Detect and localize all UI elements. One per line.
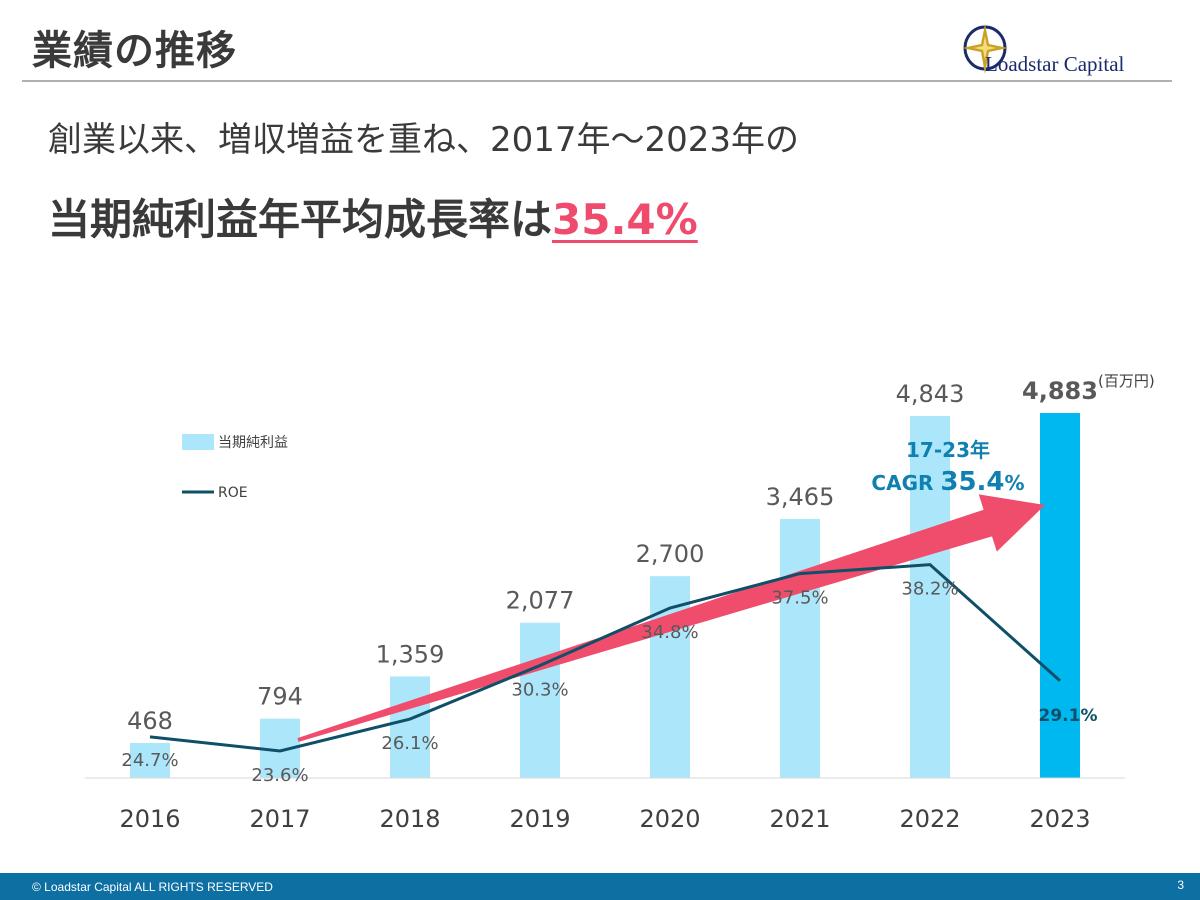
bar-value-label-2018: 1,359 [376, 640, 445, 668]
copyright-text: © Loadstar Capital ALL RIGHTS RESERVED [32, 880, 273, 894]
roe-label-2021: 37.5% [771, 588, 828, 609]
x-tick-label-2021: 2021 [769, 805, 830, 833]
x-tick-label-2023: 2023 [1029, 805, 1090, 833]
bar-2016 [130, 743, 170, 778]
x-tick-label-2017: 2017 [249, 805, 310, 833]
cagr-value: 35.4 [940, 467, 1004, 497]
roe-label-2019: 30.3% [511, 679, 568, 700]
x-tick-label-2019: 2019 [509, 805, 570, 833]
logo-star-icon [962, 24, 1008, 74]
bar-value-label-2019: 2,077 [506, 587, 575, 615]
legend-swatch-profit [182, 434, 214, 450]
roe-line [149, 563, 1061, 753]
cagr-suffix: % [1005, 471, 1025, 495]
roe-label-2022: 38.2% [901, 579, 958, 600]
roe-label-2017: 23.6% [251, 765, 308, 786]
roe-label-2023: 29.1% [1039, 706, 1098, 726]
x-tick-label-2020: 2020 [639, 805, 700, 833]
subtitle-line2-prefix: 当期純利益年平均成長率は [48, 195, 553, 244]
bar-2018 [390, 676, 430, 778]
cagr-label-line2: CAGR 35.4% [871, 467, 1024, 497]
subtitle-line1: 創業以来、増収増益を重ね、2017年～2023年の [48, 120, 800, 160]
x-tick-label-2016: 2016 [119, 805, 180, 833]
x-tick-label-2022: 2022 [899, 805, 960, 833]
unit-label: (百万円) [1098, 372, 1155, 390]
cagr-highlight: 35.4% [552, 195, 698, 244]
bar-value-label-2016: 468 [127, 707, 173, 735]
roe-label-2018: 26.1% [381, 733, 438, 754]
legend-label-profit: 当期純利益 [218, 435, 288, 451]
bar-2020 [650, 576, 690, 778]
bar-value-label-2023: 4,883 [1022, 377, 1098, 405]
page-number: 3 [1177, 878, 1184, 892]
bar-value-label-2021: 3,465 [766, 483, 835, 511]
roe-label-2016: 24.7% [121, 750, 178, 771]
profit-roe-chart: 468 2016 794 2017 1,359 2018 2,077 2019 2,700 202… [85, 372, 1155, 833]
bar-value-label-2022: 4,843 [896, 380, 965, 408]
footer: © Loadstar Capital ALL RIGHTS RESERVED 3 [0, 873, 1200, 900]
bar-2023 [1040, 413, 1080, 778]
cagr-arrow [297, 494, 1045, 742]
bar-value-label-2017: 794 [257, 683, 303, 711]
x-tick-label-2018: 2018 [379, 805, 440, 833]
bar-value-label-2020: 2,700 [636, 540, 705, 568]
bar-2022 [910, 415, 950, 778]
roe-label-2020: 34.8% [641, 622, 698, 643]
legend-label-roe: ROE [218, 485, 248, 501]
title-divider [22, 80, 1172, 82]
logo-text: Loadstar Capital [985, 52, 1125, 76]
page-title: 業績の推移 [32, 28, 237, 74]
cagr-label-line1: 17-23年 [906, 438, 990, 462]
bar-2019 [520, 622, 560, 778]
bar-2021 [780, 518, 820, 778]
subtitle-line2: 当期純利益年平均成長率は35.4% [48, 186, 698, 247]
cagr-prefix: CAGR [871, 471, 940, 495]
